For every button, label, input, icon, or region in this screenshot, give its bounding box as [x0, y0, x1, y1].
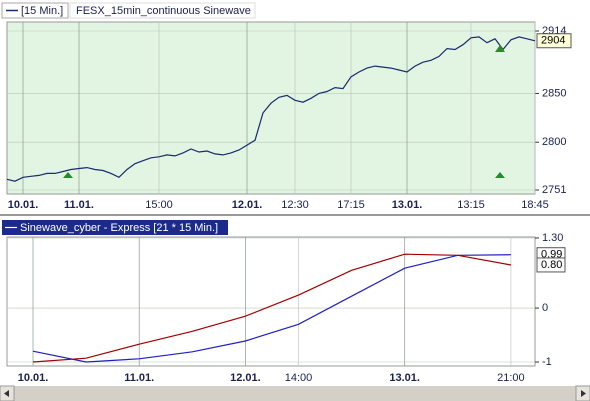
- x-tick-label: 13:15: [457, 199, 485, 211]
- interval-label: [15 Min.]: [21, 5, 63, 17]
- last-value-label: 0.80: [541, 259, 562, 271]
- series-line: [32, 254, 511, 363]
- legend-box: [2, 220, 228, 235]
- legend-box: [1, 2, 69, 19]
- y-tick-label: 2800: [542, 136, 566, 148]
- last-value-label: 2904: [541, 35, 565, 47]
- x-tick-label: 17:15: [337, 199, 365, 211]
- title-box: [69, 2, 256, 19]
- signal-marker: [495, 172, 505, 178]
- x-tick-label: 11.01.: [124, 372, 154, 384]
- x-tick-label: 10.01.: [18, 372, 49, 384]
- x-tick-label: 18:45: [521, 199, 549, 211]
- arrow-icon: [581, 390, 586, 397]
- y-tick-label: 2751: [542, 184, 566, 196]
- x-tick-label: 13.01.: [389, 372, 420, 384]
- last-value-box: [536, 33, 572, 49]
- series-line: [32, 253, 512, 363]
- chart-title: FESX_15min_continuous Sinewave: [76, 5, 251, 17]
- last-value-box: [536, 257, 566, 273]
- arrow-icon: [4, 390, 9, 397]
- plot-area: [6, 21, 536, 195]
- scroll-track[interactable]: [0, 386, 590, 401]
- y-tick-label: 1.30: [542, 232, 563, 244]
- y-tick-label: 0: [542, 302, 548, 314]
- y-tick-label: 2850: [542, 87, 566, 99]
- signal-marker: [63, 172, 73, 178]
- x-tick-label: 10.01.: [8, 199, 39, 211]
- x-tick-label: 12:30: [281, 199, 309, 211]
- x-tick-label: 12.01.: [232, 199, 263, 211]
- y-tick-label: -1: [542, 356, 552, 368]
- x-tick-label: 11.01.: [64, 199, 94, 211]
- x-tick-label: 15:00: [145, 199, 173, 211]
- x-tick-label: 14:00: [285, 372, 313, 384]
- x-tick-label: 21:00: [497, 372, 525, 384]
- series-line: [6, 36, 536, 182]
- scrollbar[interactable]: [0, 385, 590, 401]
- x-tick-label: 12.01.: [230, 372, 261, 384]
- x-tick-label: 13.01.: [392, 199, 423, 211]
- signal-marker: [495, 45, 505, 52]
- chart-title: Sinewave_cyber - Express [21 * 15 Min.]: [20, 222, 218, 234]
